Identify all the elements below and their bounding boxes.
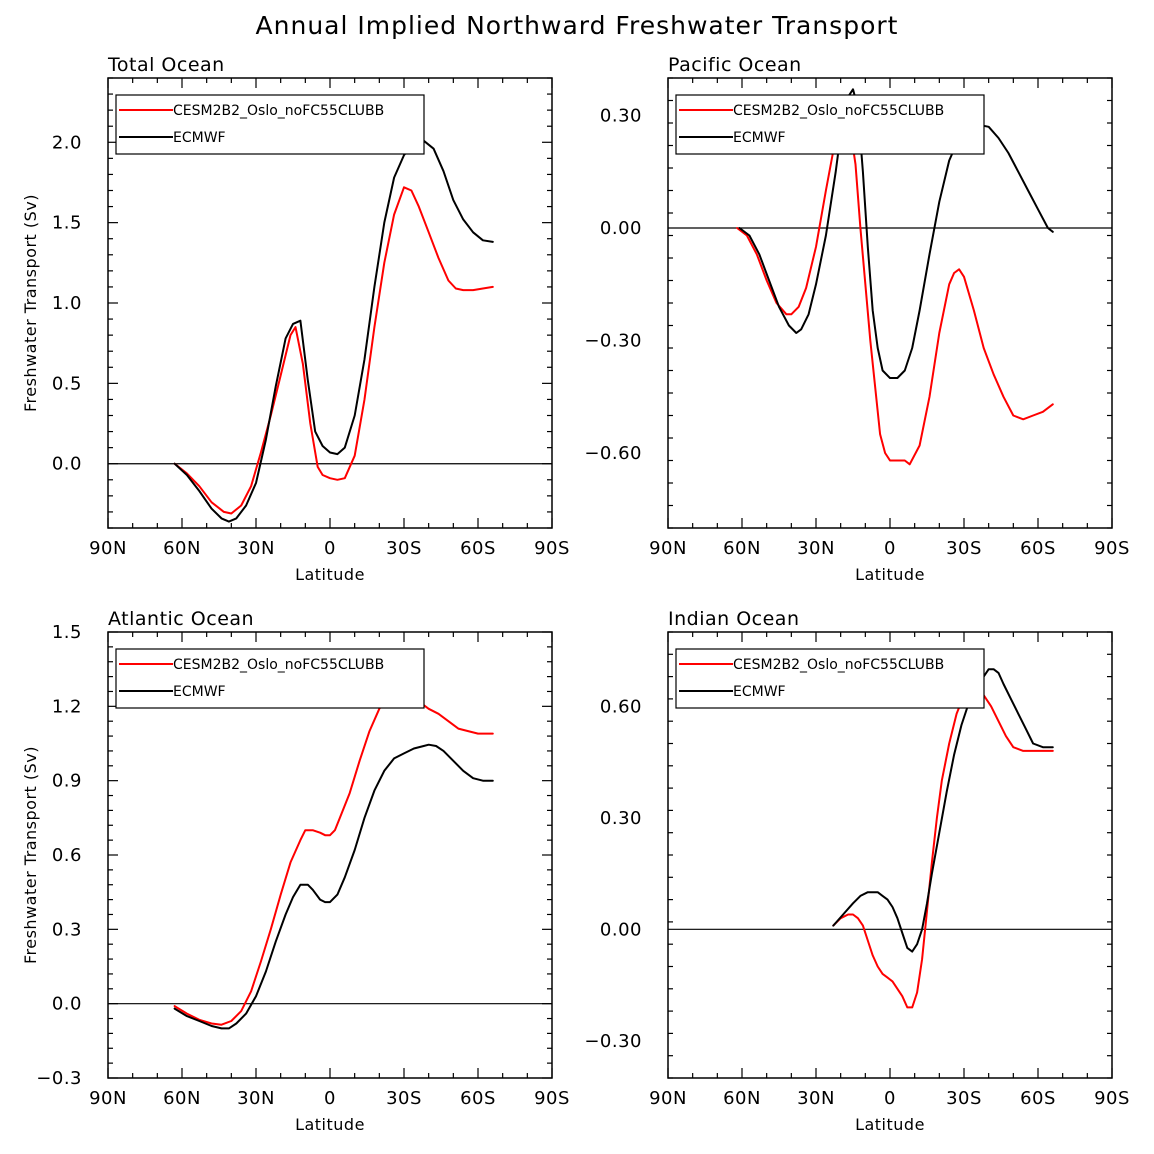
indian-ocean-y-tick-label: 0.00	[600, 919, 642, 940]
pacific-ocean-panel: 90N 60N 30N 0 30S 60S 90S −0.60 −0.30 0.00 0.30 Pac…	[584, 54, 1130, 584]
total-ocean-x-tick-label: 90S	[534, 538, 570, 559]
pacific-ocean-y-tick-label: 0.00	[600, 218, 642, 239]
total-ocean-x-tick-label: 30S	[386, 538, 422, 559]
indian-ocean-legend-label-ecmwf: ECMWF	[733, 684, 786, 700]
atlantic-ocean-series-ecmwf-line	[173, 743, 494, 1030]
total-ocean-legend-label-ecmwf: ECMWF	[173, 130, 226, 146]
atlantic-ocean-x-tick-label: 60N	[163, 1088, 201, 1109]
total-ocean-y-tick-label: 1.0	[52, 293, 82, 314]
figure-title: Annual Implied Northward Freshwater Tran…	[256, 11, 899, 40]
atlantic-ocean-panel: 90N 60N 30N 0 30S 60S 90S −0.3 0.0 0.3 0.6 0.9 1.2 1.…	[21, 608, 570, 1134]
pacific-ocean-x-tick-label: 90S	[1094, 538, 1130, 559]
indian-ocean-x-tick-label: 60S	[1020, 1088, 1056, 1109]
indian-ocean-panel: 90N 60N 30N 0 30S 60S 90S −0.30 0.00 0.30 0.60 Indi…	[584, 608, 1130, 1134]
total-ocean-y-tick-label: 0.0	[52, 454, 82, 475]
atlantic-ocean-legend-label-model: CESM2B2_Oslo_noFC55CLUBB	[173, 657, 384, 673]
total-ocean-series-ecmwf-line	[173, 139, 494, 523]
total-ocean-y-tick-label: 1.5	[52, 213, 82, 234]
atlantic-ocean-x-tick-label: 30N	[237, 1088, 275, 1109]
atlantic-ocean-y-tick-label: 1.2	[52, 696, 82, 717]
atlantic-ocean-y-tick-label: 0.9	[52, 771, 82, 792]
indian-ocean-x-tick-label: 90S	[1094, 1088, 1130, 1109]
indian-ocean-y-tick-label: 0.60	[600, 696, 642, 717]
atlantic-ocean-y-tick-label: 0.3	[52, 919, 82, 940]
total-ocean-x-tick-label: 60S	[460, 538, 496, 559]
total-ocean-title: Total Ocean	[107, 54, 225, 76]
pacific-ocean-legend-label-model: CESM2B2_Oslo_noFC55CLUBB	[733, 103, 944, 119]
total-ocean-panel: 90N 60N 30N 0 30S 60S 90S 0.0 0.5 1.0 1.5 2.0 Total …	[21, 54, 570, 584]
total-ocean-y-axis-label: Freshwater Transport (Sv)	[21, 194, 40, 412]
total-ocean-legend-label-model: CESM2B2_Oslo_noFC55CLUBB	[173, 103, 384, 119]
pacific-ocean-x-tick-label: 0	[884, 538, 896, 559]
atlantic-ocean-x-tick-label: 90S	[534, 1088, 570, 1109]
total-ocean-y-tick-label: 0.5	[52, 373, 82, 394]
pacific-ocean-x-tick-label: 90N	[649, 538, 687, 559]
atlantic-ocean-y-tick-label: 0.6	[52, 845, 82, 866]
atlantic-ocean-legend-box	[115, 648, 425, 709]
pacific-ocean-series-model-line	[736, 122, 1054, 466]
pacific-ocean-x-tick-label: 30S	[946, 538, 982, 559]
indian-ocean-series-ecmwf-line	[832, 668, 1054, 953]
atlantic-ocean-legend-label-ecmwf: ECMWF	[173, 684, 226, 700]
total-ocean-x-tick-label: 90N	[89, 538, 127, 559]
indian-ocean-legend-box	[675, 648, 985, 709]
total-ocean-y-tick-label: 2.0	[52, 132, 82, 153]
total-ocean-x-tick-label: 30N	[237, 538, 275, 559]
indian-ocean-x-axis-label: Latitude	[855, 1115, 925, 1134]
indian-ocean-title: Indian Ocean	[668, 608, 800, 630]
total-ocean-legend-box	[115, 94, 425, 155]
pacific-ocean-legend-box	[675, 94, 985, 155]
indian-ocean-legend-label-model: CESM2B2_Oslo_noFC55CLUBB	[733, 657, 944, 673]
pacific-ocean-legend-label-ecmwf: ECMWF	[733, 130, 786, 146]
total-ocean-x-tick-label: 0	[324, 538, 336, 559]
indian-ocean-x-tick-label: 30N	[797, 1088, 835, 1109]
atlantic-ocean-series-model-line	[173, 692, 494, 1026]
atlantic-ocean-x-axis-label: Latitude	[295, 1115, 365, 1134]
pacific-ocean-y-tick-label: −0.30	[584, 331, 642, 352]
atlantic-ocean-title: Atlantic Ocean	[108, 608, 254, 630]
indian-ocean-series-model-line	[832, 686, 1054, 1009]
pacific-ocean-x-tick-label: 60S	[1020, 538, 1056, 559]
indian-ocean-y-tick-label: −0.30	[584, 1031, 642, 1052]
pacific-ocean-x-tick-label: 30N	[797, 538, 835, 559]
atlantic-ocean-x-tick-label: 0	[324, 1088, 336, 1109]
indian-ocean-x-tick-label: 30S	[946, 1088, 982, 1109]
pacific-ocean-x-axis-label: Latitude	[855, 565, 925, 584]
atlantic-ocean-x-tick-label: 90N	[89, 1088, 127, 1109]
atlantic-ocean-y-tick-label: 0.0	[52, 994, 82, 1015]
atlantic-ocean-x-tick-label: 60S	[460, 1088, 496, 1109]
atlantic-ocean-y-tick-label: 1.5	[52, 622, 82, 643]
indian-ocean-x-tick-label: 90N	[649, 1088, 687, 1109]
pacific-ocean-x-tick-label: 60N	[723, 538, 761, 559]
pacific-ocean-y-tick-label: −0.60	[584, 443, 642, 464]
atlantic-ocean-y-tick-label: −0.3	[36, 1068, 82, 1089]
indian-ocean-y-tick-label: 0.30	[600, 808, 642, 829]
total-ocean-x-tick-label: 60N	[163, 538, 201, 559]
indian-ocean-x-tick-label: 60N	[723, 1088, 761, 1109]
atlantic-ocean-y-axis-label: Freshwater Transport (Sv)	[21, 746, 40, 964]
pacific-ocean-y-tick-label: 0.30	[600, 106, 642, 127]
pacific-ocean-title: Pacific Ocean	[668, 54, 802, 76]
total-ocean-series-model-line	[173, 186, 494, 515]
total-ocean-x-axis-label: Latitude	[295, 565, 365, 584]
pacific-ocean-series-ecmwf-line	[738, 88, 1054, 379]
atlantic-ocean-x-tick-label: 30S	[386, 1088, 422, 1109]
indian-ocean-x-tick-label: 0	[884, 1088, 896, 1109]
